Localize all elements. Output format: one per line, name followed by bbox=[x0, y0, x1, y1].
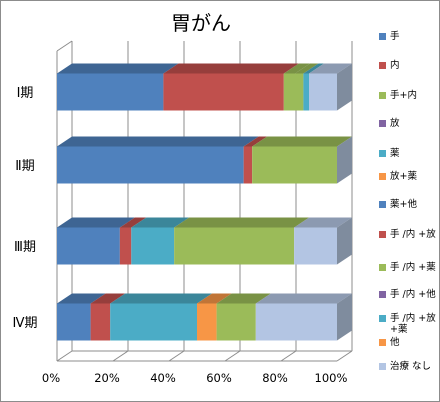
legend-label: 放 bbox=[390, 118, 400, 129]
legend-label: 手 bbox=[390, 31, 400, 42]
legend-swatch bbox=[379, 231, 386, 238]
bar-segment-top bbox=[110, 293, 212, 304]
bar-segment bbox=[57, 73, 164, 111]
bar-segment-top bbox=[309, 63, 352, 74]
bar-segment bbox=[57, 227, 120, 265]
bar-segment-top bbox=[131, 217, 190, 228]
legend-swatch bbox=[379, 173, 386, 180]
wall-edge bbox=[56, 40, 73, 52]
category-label: Ⅱ期 bbox=[15, 159, 34, 174]
legend-swatch bbox=[379, 62, 386, 69]
bar-segment-top bbox=[57, 217, 135, 228]
bar-segment bbox=[197, 303, 217, 341]
legend-swatch bbox=[379, 92, 386, 99]
category-label: Ⅳ期 bbox=[13, 316, 38, 331]
legend-swatch bbox=[379, 33, 386, 40]
bar-segment bbox=[252, 146, 337, 184]
bar-segment bbox=[90, 303, 111, 341]
x-tick-label: 60% bbox=[206, 371, 232, 385]
legend-swatch bbox=[379, 363, 386, 370]
bar-segment-top bbox=[255, 293, 352, 304]
bar-segment bbox=[243, 146, 253, 184]
bar-segment-top bbox=[303, 63, 324, 74]
bar-segment-top bbox=[163, 63, 299, 74]
bar-segment bbox=[303, 73, 309, 111]
floor-gridline bbox=[280, 350, 297, 362]
bar-segment-top bbox=[197, 293, 232, 304]
legend-label: 手 /内 +他 bbox=[390, 289, 436, 300]
bar-segment bbox=[57, 146, 244, 184]
bar-segment-top bbox=[174, 217, 310, 228]
bar-segment-top bbox=[119, 217, 147, 228]
legend-label: 手 /内 +放 bbox=[390, 229, 436, 240]
bar-segment bbox=[163, 73, 284, 111]
floor-gridline bbox=[56, 350, 73, 362]
x-tick-label: 80% bbox=[262, 371, 288, 385]
bar-segment bbox=[110, 303, 197, 341]
legend-swatch bbox=[379, 120, 386, 127]
bar-segment-top bbox=[295, 63, 319, 74]
x-tick-label: 20% bbox=[94, 371, 120, 385]
floor-gridline bbox=[168, 350, 185, 362]
chart-title: 胃がん bbox=[171, 11, 231, 35]
bar-segment bbox=[119, 227, 132, 265]
legend-swatch bbox=[379, 339, 386, 346]
bar-segment bbox=[295, 73, 304, 111]
category-label: Ⅰ期 bbox=[17, 86, 34, 101]
x-tick-label: 40% bbox=[150, 371, 176, 385]
x-tick-label: 100% bbox=[315, 371, 348, 385]
x-tick-label: 0% bbox=[42, 371, 60, 385]
bar-segment bbox=[294, 227, 337, 265]
bar-end-face bbox=[337, 293, 352, 341]
bar-segment bbox=[255, 303, 337, 341]
bar-segment-top bbox=[57, 136, 259, 147]
legend-label: 手 /内 +薬 bbox=[390, 262, 436, 273]
legend-label: 他 bbox=[390, 337, 400, 348]
legend-label: 内 bbox=[390, 60, 400, 71]
legend-swatch bbox=[379, 150, 386, 157]
bar-segment bbox=[283, 73, 295, 111]
x-tick-labels: 0% 20% 40% 60% 80% 100% bbox=[42, 371, 348, 385]
legend-label: 薬 bbox=[390, 148, 400, 159]
category-label: Ⅲ期 bbox=[14, 240, 36, 255]
bar-segment bbox=[57, 303, 91, 341]
bar-segment-top bbox=[294, 217, 352, 228]
legend-label: 治療 なし bbox=[390, 361, 432, 372]
floor-gridline bbox=[336, 350, 353, 362]
legend-swatch bbox=[379, 201, 386, 208]
legend-label: 薬+他 bbox=[390, 199, 417, 210]
bar-end-face bbox=[337, 63, 352, 111]
bar-segment-top bbox=[243, 136, 268, 147]
legend-label: 手 /内 +放 +薬 bbox=[390, 313, 436, 335]
legend-swatch bbox=[379, 315, 386, 322]
bar-segment bbox=[216, 303, 256, 341]
floor-gridline bbox=[224, 350, 241, 362]
legend-swatch bbox=[379, 291, 386, 298]
legend-label: 放+薬 bbox=[390, 171, 417, 182]
bar-end-face bbox=[337, 136, 352, 184]
bar-segment-top bbox=[57, 293, 106, 304]
bar-end-face bbox=[337, 217, 352, 265]
bar-segment-top bbox=[57, 63, 179, 74]
bar-segment-top bbox=[90, 293, 126, 304]
bars: Ⅰ期 Ⅱ期 Ⅲ期 Ⅳ期 bbox=[13, 63, 352, 341]
floor-gridline bbox=[112, 350, 129, 362]
legend-swatch bbox=[379, 264, 386, 271]
bar-segment-top bbox=[252, 136, 352, 147]
bar-segment bbox=[309, 73, 337, 111]
bar-segment-top bbox=[216, 293, 271, 304]
bar-segment bbox=[174, 227, 295, 265]
bar-segment bbox=[131, 227, 175, 265]
legend-label: 手+内 bbox=[390, 90, 417, 101]
bar-segment-top bbox=[283, 63, 310, 74]
